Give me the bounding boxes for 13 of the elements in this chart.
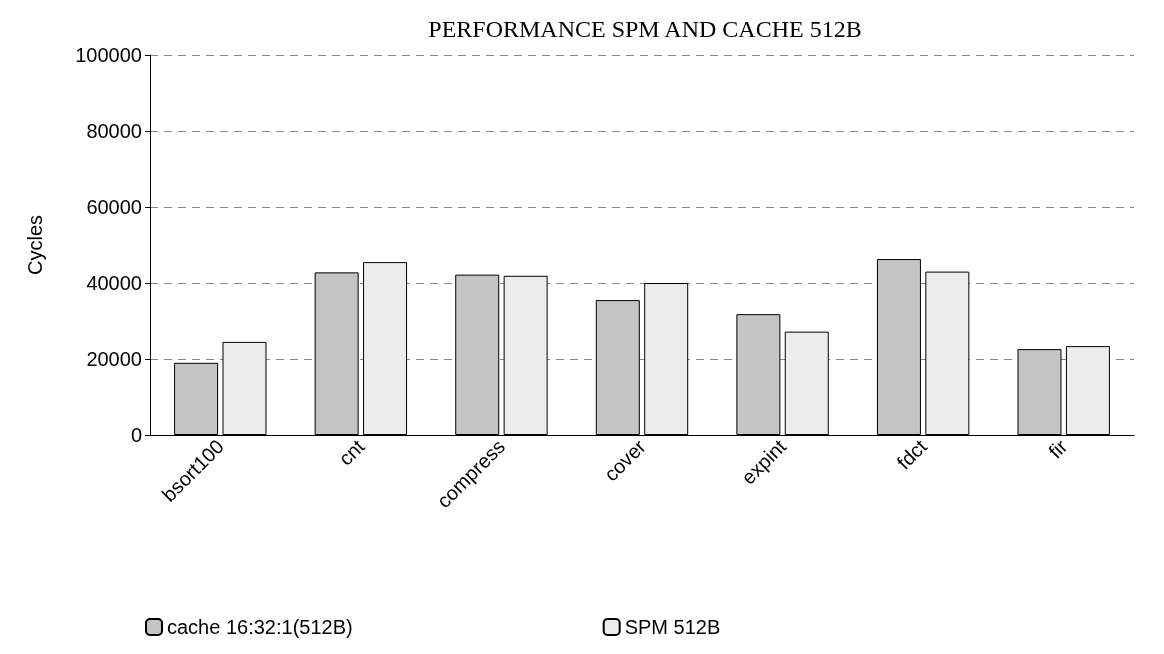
legend-label: cache 16:32:1(512B) [167, 616, 353, 638]
legend-label: SPM 512B [624, 616, 721, 638]
y-tick-label: 100000 [75, 44, 142, 66]
y-axis-title: Cycles [24, 214, 46, 276]
y-tick-label: 0 [130, 424, 142, 446]
x-tick-label: cnt [334, 434, 369, 470]
chart-title: PERFORMANCE SPM AND CACHE 512B [428, 16, 862, 42]
y-tick-label: 80000 [86, 120, 142, 142]
x-tick-label: fir [1044, 434, 1072, 463]
y-tick-label: 20000 [86, 348, 142, 370]
x-tick-label: fdct [892, 434, 932, 474]
y-tick-label: 40000 [86, 272, 142, 294]
y-tick-label: 60000 [86, 196, 142, 218]
